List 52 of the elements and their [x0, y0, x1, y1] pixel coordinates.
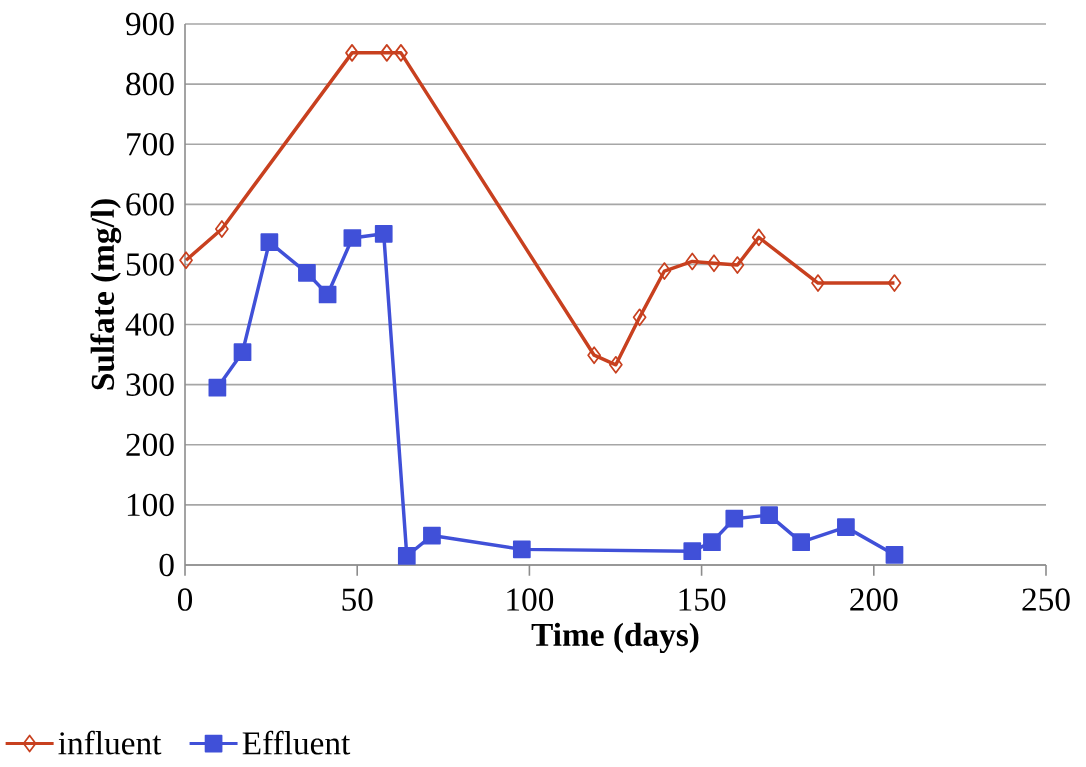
- y-tick-label: 0: [159, 553, 174, 577]
- point: [632, 308, 647, 327]
- point: [512, 540, 531, 559]
- point: [379, 43, 394, 62]
- y-tick-label: 800: [126, 72, 174, 96]
- y-tick-label: 300: [126, 373, 174, 396]
- point: [725, 509, 744, 528]
- point: [179, 251, 193, 270]
- point: [214, 220, 229, 238]
- point: [792, 533, 810, 552]
- point: [751, 228, 766, 247]
- point: [260, 233, 279, 252]
- point: [707, 254, 721, 273]
- point: [233, 343, 252, 362]
- point: [298, 263, 316, 282]
- point: [345, 43, 359, 62]
- point: [374, 224, 393, 243]
- point: [587, 346, 602, 365]
- x-tick-label: 200: [850, 588, 898, 611]
- y-tick-label: 500: [126, 253, 174, 276]
- x-tick-label: 50: [342, 588, 373, 611]
- legend-label: influent: [58, 730, 162, 755]
- point: [811, 274, 825, 292]
- y-tick-label: 400: [125, 313, 174, 336]
- point: [730, 256, 745, 274]
- point: [657, 262, 672, 280]
- x-tick-label: 150: [679, 588, 726, 611]
- x-tick-label: 250: [1022, 588, 1070, 611]
- point: [608, 355, 623, 374]
- y-tick-label: 700: [127, 132, 174, 156]
- point: [397, 547, 416, 565]
- y-tick-label: 900: [126, 12, 174, 36]
- y-axis-title: Sulfate (mg/l): [90, 199, 122, 390]
- y-tick-label: 200: [126, 433, 174, 457]
- point: [423, 526, 441, 545]
- point: [887, 274, 902, 292]
- point: [394, 43, 408, 62]
- point: [318, 285, 337, 304]
- point: [885, 545, 904, 564]
- x-tick-label: 100: [507, 588, 554, 611]
- point: [208, 378, 227, 397]
- point: [703, 533, 721, 552]
- y-tick-label: 100: [127, 493, 174, 517]
- point: [760, 506, 778, 524]
- point: [343, 229, 362, 247]
- point: [837, 518, 855, 536]
- legend-label: Effluent: [242, 730, 351, 755]
- x-tick-label: 0: [177, 588, 193, 611]
- x-axis-title: Time (days): [531, 622, 699, 653]
- y-tick-label: 600: [126, 193, 174, 216]
- point: [683, 542, 702, 561]
- point: [685, 252, 700, 271]
